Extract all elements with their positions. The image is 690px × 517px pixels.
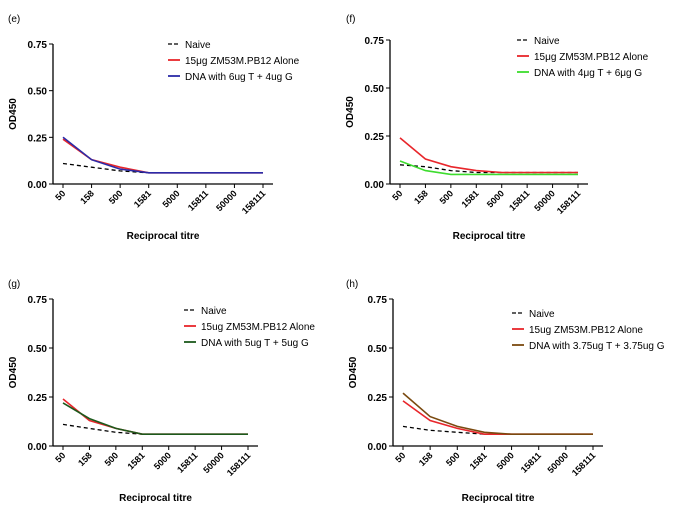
legend-label-2: DNA with 4μg T + 6μg G xyxy=(534,68,642,79)
x-tick-label: 158 xyxy=(412,188,430,206)
y-tick-label: 0.00 xyxy=(28,442,48,453)
x-tick-label: 500 xyxy=(444,450,462,468)
series-line-0 xyxy=(402,425,593,435)
series-line-2 xyxy=(62,136,263,174)
x-tick-label: 15811 xyxy=(519,450,543,474)
x-tick-label: 158111 xyxy=(570,450,598,478)
panel-label: (g) xyxy=(8,279,20,290)
x-tick-label: 50 xyxy=(390,188,404,202)
x-tick-label: 158111 xyxy=(225,450,253,478)
legend-label-1: 15ug ZM53M.PB12 Alone xyxy=(529,325,643,336)
legend-label-2: DNA with 5ug T + 5ug G xyxy=(201,338,309,349)
legend-label-0: Naive xyxy=(185,40,211,51)
x-tick-label: 1581 xyxy=(459,188,480,209)
y-tick-label: 0.50 xyxy=(28,87,48,98)
x-tick-label: 158111 xyxy=(555,188,583,216)
x-axis-title: Reciprocal titre xyxy=(453,231,526,242)
x-tick-label: 15811 xyxy=(175,450,199,474)
x-tick-label: 500 xyxy=(107,188,125,206)
y-axis-title: OD450 xyxy=(345,96,356,128)
x-tick-label: 1581 xyxy=(132,188,153,209)
panel-label: (h) xyxy=(346,279,358,290)
legend-label-0: Naive xyxy=(534,36,560,47)
x-tick-label: 158 xyxy=(417,450,435,468)
x-tick-label: 158 xyxy=(78,188,96,206)
y-axis-title: OD450 xyxy=(348,356,359,388)
legend-label-0: Naive xyxy=(201,306,227,317)
legend-label-0: Naive xyxy=(529,309,555,320)
x-tick-label: 5000 xyxy=(160,188,181,209)
x-tick-label: 50 xyxy=(393,450,407,464)
series-line-0 xyxy=(62,162,263,174)
y-axis-title: OD450 xyxy=(8,356,19,388)
x-tick-label: 50000 xyxy=(546,450,571,475)
x-tick-label: 158111 xyxy=(240,188,268,216)
legend-label-1: 15ug ZM53M.PB12 Alone xyxy=(201,322,315,333)
y-tick-label: 0.50 xyxy=(28,344,48,355)
x-tick-label: 158 xyxy=(76,450,94,468)
y-tick-label: 0.25 xyxy=(28,133,48,144)
x-tick-label: 50000 xyxy=(214,188,239,213)
panel-label: (f) xyxy=(346,14,355,25)
y-tick-label: 0.75 xyxy=(368,295,388,306)
x-tick-label: 5000 xyxy=(152,450,173,471)
y-tick-label: 0.75 xyxy=(365,36,385,47)
y-tick-label: 0.25 xyxy=(365,132,385,143)
y-tick-label: 0.50 xyxy=(368,344,388,355)
x-tick-label: 5000 xyxy=(495,450,516,471)
legend-label-1: 15μg ZM53M.PB12 Alone xyxy=(534,52,649,63)
x-tick-label: 500 xyxy=(103,450,121,468)
y-axis-title: OD450 xyxy=(8,98,19,130)
y-tick-label: 0.00 xyxy=(365,180,385,191)
x-tick-label: 15811 xyxy=(507,188,531,212)
series-line-2 xyxy=(399,160,578,176)
x-axis-title: Reciprocal titre xyxy=(127,231,200,242)
series-line-2 xyxy=(62,402,248,436)
legend-label-2: DNA with 3.75ug T + 3.75ug G xyxy=(529,341,665,352)
y-tick-label: 0.25 xyxy=(28,393,48,404)
x-tick-label: 50000 xyxy=(201,450,226,475)
y-tick-label: 0.50 xyxy=(365,84,385,95)
x-tick-label: 50 xyxy=(53,450,67,464)
x-tick-label: 15811 xyxy=(186,188,210,212)
x-tick-label: 5000 xyxy=(485,188,506,209)
panel-label: (e) xyxy=(8,14,20,25)
series-line-0 xyxy=(62,423,248,435)
y-tick-label: 0.25 xyxy=(368,393,388,404)
x-tick-label: 1581 xyxy=(468,450,489,471)
series-line-2 xyxy=(402,392,593,436)
y-tick-label: 0.75 xyxy=(28,40,48,51)
legend-label-1: 15μg ZM53M.PB12 Alone xyxy=(185,56,300,67)
y-tick-label: 0.00 xyxy=(28,180,48,191)
x-tick-label: 50000 xyxy=(532,188,557,213)
y-tick-label: 0.75 xyxy=(28,295,48,306)
legend-label-2: DNA with 6ug T + 4ug G xyxy=(185,72,293,83)
x-tick-label: 500 xyxy=(438,188,456,206)
series-line-1 xyxy=(399,137,578,174)
x-axis-title: Reciprocal titre xyxy=(462,493,535,504)
x-axis-title: Reciprocal titre xyxy=(119,493,192,504)
y-tick-label: 0.00 xyxy=(368,442,388,453)
x-tick-label: 50 xyxy=(53,188,67,202)
x-tick-label: 1581 xyxy=(125,450,146,471)
